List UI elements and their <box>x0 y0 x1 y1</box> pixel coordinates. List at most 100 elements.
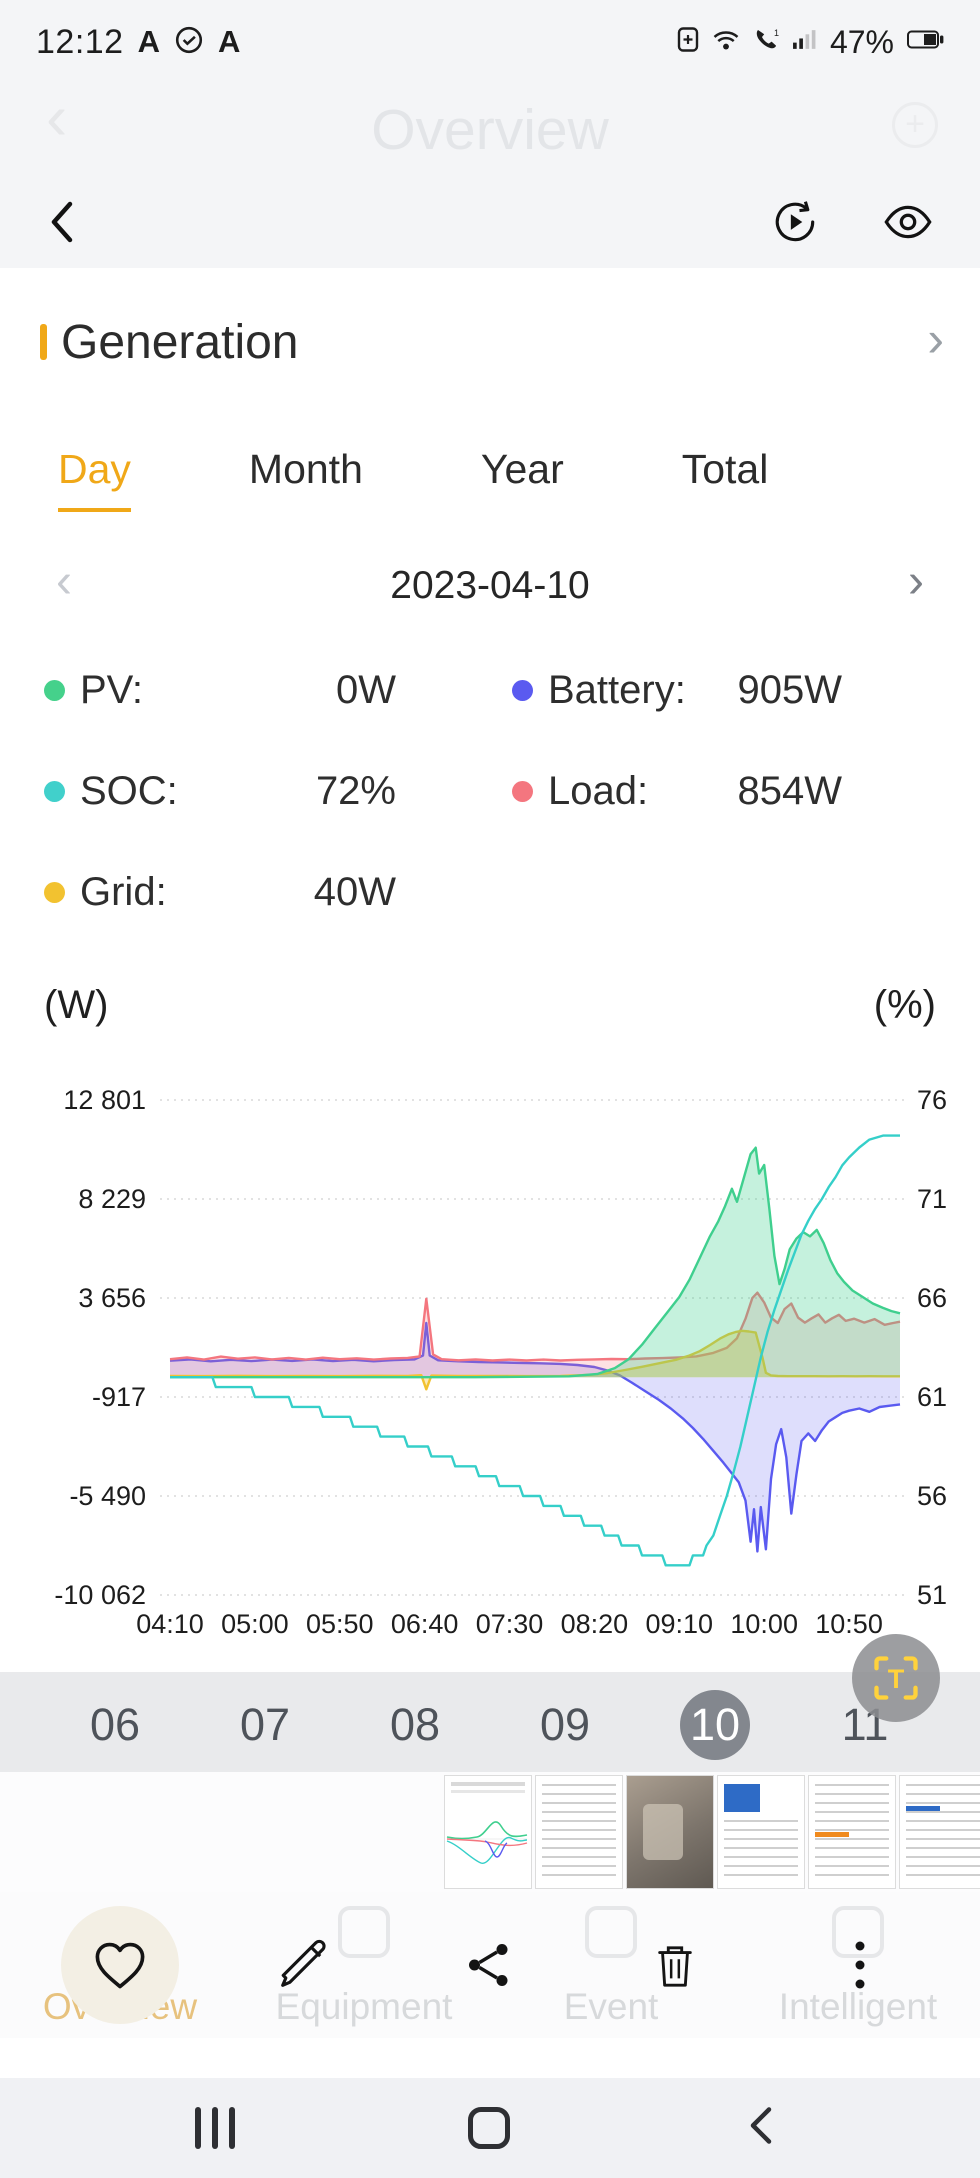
screenshot-toolbar: OverviewEquipmentEventIntelligent <box>0 1892 980 2038</box>
svg-text:61: 61 <box>917 1382 947 1412</box>
tab-year[interactable]: Year <box>480 446 564 492</box>
legend-value: 72% <box>315 769 396 813</box>
recents-icon <box>195 2107 201 2149</box>
day-10[interactable]: 10 <box>640 1690 790 1760</box>
legend-label: PV: <box>80 668 143 712</box>
android-navbar <box>0 2078 980 2178</box>
faded-nav-label-intelligent: Intelligent <box>778 1986 938 2027</box>
day-label[interactable]: 10 <box>680 1690 750 1760</box>
svg-text:8 229: 8 229 <box>78 1184 146 1214</box>
more-button[interactable] <box>855 1937 865 1994</box>
screenshot-thumbnails <box>0 1772 980 1892</box>
day-label[interactable]: 06 <box>89 1699 141 1750</box>
thumbnail-2[interactable] <box>535 1775 623 1889</box>
check-circle-icon <box>174 25 204 60</box>
extract-text-button[interactable]: T <box>852 1634 940 1722</box>
t-glyph: T <box>888 1663 905 1694</box>
chevron-right-icon[interactable]: › <box>927 311 944 367</box>
axis-units: (W) (%) <box>0 981 980 1029</box>
day-label[interactable]: 08 <box>389 1699 441 1750</box>
tab-month[interactable]: Month <box>248 446 363 492</box>
replay-guide-button[interactable] <box>770 197 820 247</box>
svg-text:3 656: 3 656 <box>78 1283 146 1313</box>
ghost-header: ‹ Overview + <box>0 81 980 176</box>
day-label[interactable]: 07 <box>239 1699 291 1750</box>
legend-item-grid: Grid: 40W <box>44 870 396 915</box>
svg-text:09:10: 09:10 <box>646 1609 714 1639</box>
battery-percent: 47% <box>829 23 894 60</box>
faded-nav-label-event: Event <box>563 1986 659 2027</box>
svg-text:05:50: 05:50 <box>306 1609 374 1639</box>
legend-label: Load: <box>548 769 649 813</box>
back-button[interactable] <box>46 198 76 246</box>
signal-icon <box>792 28 817 56</box>
faded-nav-label-equipment: Equipment <box>275 1986 453 2027</box>
nav-back-button[interactable] <box>739 2102 783 2155</box>
legend-label: Battery: <box>548 668 686 712</box>
svg-text:66: 66 <box>917 1283 947 1313</box>
legend-dot <box>44 680 65 701</box>
section-title: Generation <box>61 315 299 369</box>
wifi-calling-icon: 1 <box>753 27 779 58</box>
heart-icon <box>95 1942 145 1989</box>
ghost-back-icon: ‹ <box>46 81 68 153</box>
thumbnail-6[interactable] <box>899 1775 980 1889</box>
svg-text:71: 71 <box>917 1184 947 1214</box>
eye-button[interactable] <box>882 196 934 248</box>
pencil-icon <box>281 1939 326 1987</box>
tab-day[interactable]: Day <box>58 446 131 512</box>
thumbnail-4[interactable] <box>717 1775 805 1889</box>
svg-text:08:20: 08:20 <box>561 1609 629 1639</box>
day-label[interactable]: 09 <box>539 1699 591 1750</box>
generation-section-header: Generation › <box>0 311 980 372</box>
clock: 12:12 <box>36 22 124 61</box>
favorite-highlight <box>61 1906 179 2024</box>
legend-value: 854W <box>737 769 843 813</box>
svg-text:10:00: 10:00 <box>730 1609 798 1639</box>
legend-dot <box>44 781 65 802</box>
favorite-button[interactable] <box>61 1906 179 2024</box>
legend: PV: 0W Battery: 905W SOC: 72% Load: 854W Grid: 40… <box>0 668 980 915</box>
day-09[interactable]: 09 <box>490 1690 640 1760</box>
recents-button[interactable] <box>195 2107 235 2149</box>
thumbnail-1[interactable] <box>444 1775 532 1889</box>
delete-button[interactable] <box>652 1939 698 1991</box>
trash-icon <box>658 1946 692 1987</box>
tab-total[interactable]: Total <box>681 446 769 492</box>
current-date: 2023-04-10 <box>390 564 590 607</box>
legend-label: SOC: <box>80 769 178 813</box>
thumbnail-5[interactable] <box>808 1775 896 1889</box>
svg-text:76: 76 <box>917 1085 947 1115</box>
top-area: 12:12 A A 1 47% <box>0 0 980 268</box>
next-date-button[interactable]: › <box>908 555 924 608</box>
faded-nav-icon <box>585 1906 637 1958</box>
edit-button[interactable] <box>277 1939 329 1991</box>
legend-item-pv: PV: 0W <box>44 668 396 713</box>
svg-text:51: 51 <box>917 1580 947 1610</box>
legend-dot <box>512 781 533 802</box>
svg-text:-10 062: -10 062 <box>54 1580 146 1610</box>
day-08[interactable]: 08 <box>340 1690 490 1760</box>
svg-text:07:30: 07:30 <box>476 1609 544 1639</box>
svg-text:05:00: 05:00 <box>221 1609 289 1639</box>
legend-value: 0W <box>336 668 396 712</box>
svg-text:1: 1 <box>774 28 779 38</box>
tabs: Day Month Year Total <box>0 446 980 512</box>
thumbnail-3[interactable] <box>626 1775 714 1889</box>
status-bar: 12:12 A A 1 47% <box>0 0 980 84</box>
legend-value: 40W <box>313 870 396 914</box>
home-button[interactable] <box>468 2107 510 2149</box>
battery-icon <box>907 30 944 54</box>
share-button[interactable] <box>465 1940 513 1990</box>
day-07[interactable]: 07 <box>190 1690 340 1760</box>
content: Generation › Day Month Year Total ‹ 2023-04… <box>0 311 980 1655</box>
svg-text:12 801: 12 801 <box>63 1085 146 1115</box>
day-06[interactable]: 06 <box>40 1690 190 1760</box>
legend-item-load: Load: 854W <box>512 769 842 814</box>
status-left: 12:12 A A <box>36 23 240 62</box>
notification-a2-icon: A <box>217 24 241 59</box>
generation-chart[interactable]: 12 801 76 8 229 71 3 656 66 -917 61 -5 490 56 -10 … <box>0 1055 980 1655</box>
wifi-icon <box>712 28 740 56</box>
legend-label: Grid: <box>80 870 167 914</box>
prev-date-button[interactable]: ‹ <box>56 555 72 608</box>
